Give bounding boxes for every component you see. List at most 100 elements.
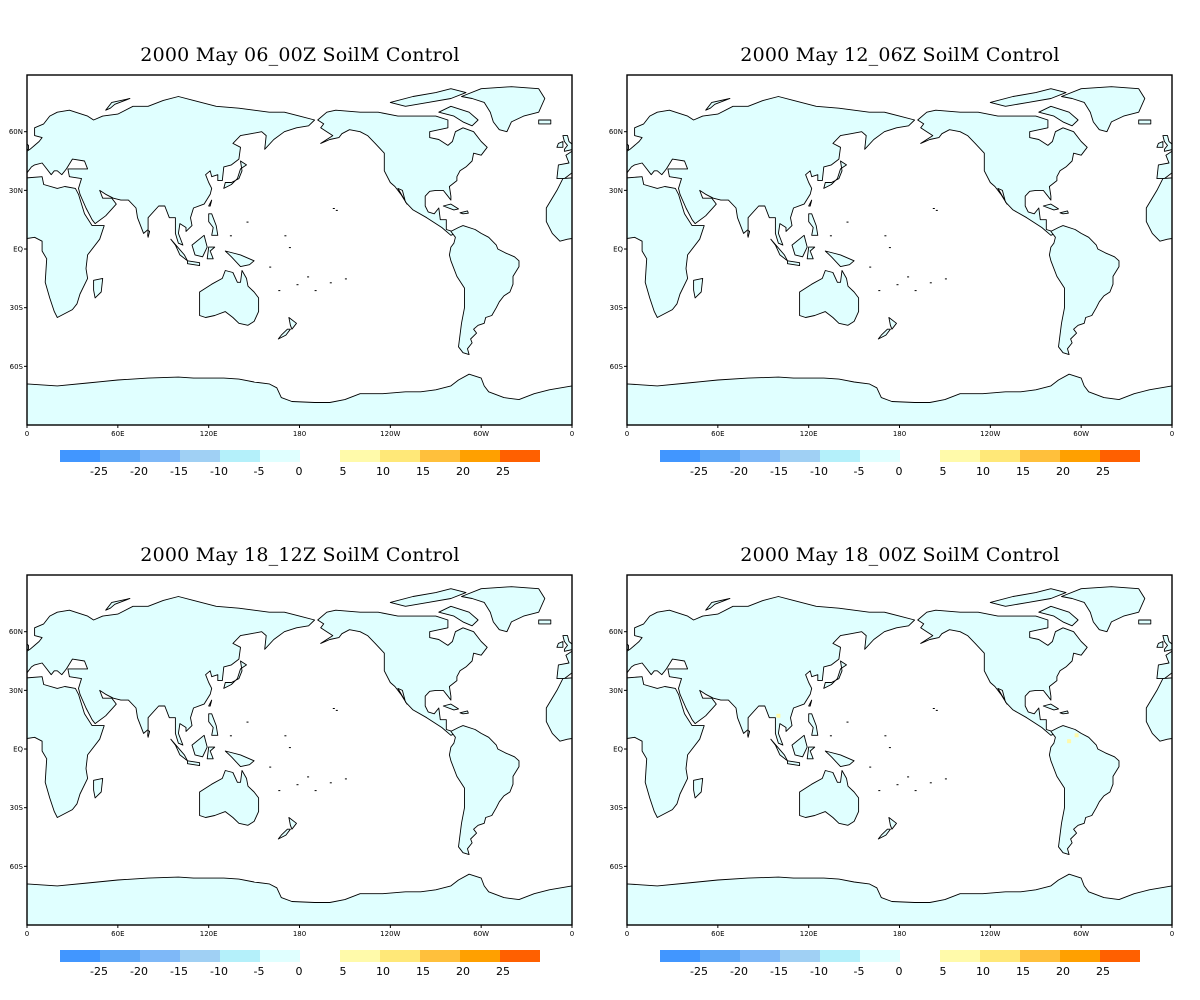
land-hispaniola (1059, 710, 1069, 715)
colorbar-label: 25 (1096, 965, 1110, 978)
land-nz_n (288, 817, 297, 830)
land-southamerica (448, 225, 520, 356)
anomaly-spot (1067, 739, 1072, 744)
land-eurasia (627, 96, 916, 246)
colorbar-label: 25 (496, 965, 510, 978)
x-tick-label: 120W (380, 930, 400, 938)
y-tick-label: 30S (610, 804, 624, 812)
x-tick-label: 180 (293, 930, 306, 938)
land-japan (823, 660, 847, 689)
land-antarctica (27, 873, 572, 925)
land-greenland (1061, 586, 1146, 633)
island (829, 235, 832, 237)
island (314, 290, 317, 292)
land-greenland (1061, 86, 1146, 133)
land-nz_s (277, 828, 291, 840)
colorbar-label: 10 (976, 965, 990, 978)
y-tick-label: 60N (9, 628, 23, 636)
land-nz_s (877, 828, 891, 840)
land-baffin (438, 605, 479, 627)
land-sulawesi (806, 246, 816, 260)
land-newguinea (224, 250, 255, 268)
y-tick-label: 60N (9, 128, 23, 136)
island (278, 290, 281, 292)
colorbar-label: -25 (690, 965, 708, 978)
colorbar-label: -20 (730, 465, 748, 478)
land-novaya (105, 98, 131, 111)
colorbar-swatch (780, 450, 820, 462)
land-java (187, 760, 201, 767)
map-plot: 0 60E 120E 180 120W 60W 0 60N 30N EQ 30S 60S -25 -20 -… (609, 574, 1174, 978)
colorbar-swatch (260, 950, 300, 962)
y-tick-label: EQ (613, 746, 623, 754)
colorbar-label: -25 (90, 465, 108, 478)
anomaly-spot (1074, 733, 1079, 738)
land-madagascar (93, 277, 104, 299)
colorbar-swatch (940, 950, 980, 962)
colorbar-swatch (860, 450, 900, 462)
land-southamerica (1048, 725, 1120, 856)
land-srilanka (147, 229, 151, 238)
island (907, 276, 910, 278)
island (944, 778, 947, 780)
colorbar-swatch (180, 950, 220, 962)
land-java (787, 260, 801, 267)
island (329, 782, 332, 784)
colorbar-swatch (460, 950, 500, 962)
colorbar-swatch (140, 450, 180, 462)
colorbar-label: 10 (376, 465, 390, 478)
land-africa (627, 676, 705, 818)
land-ireland (12, 642, 18, 648)
colorbar-label: -10 (210, 965, 228, 978)
island (288, 747, 291, 749)
land-baffin (1038, 605, 1079, 627)
colorbar-label: -20 (130, 465, 148, 478)
land-srilanka (747, 729, 751, 738)
colorbar-label: -5 (254, 965, 265, 978)
land-baffin (1038, 105, 1079, 127)
colorbar-swatch (460, 450, 500, 462)
colorbar-label: -5 (254, 465, 265, 478)
land-northamerica (317, 609, 488, 736)
land-eurasia (556, 150, 572, 180)
island (344, 778, 347, 780)
island (878, 290, 881, 292)
y-tick-label: 60S (10, 363, 24, 371)
colorbar-label: 20 (1056, 965, 1070, 978)
land-japan (223, 660, 247, 689)
land-newguinea (824, 250, 855, 268)
land-borneo (791, 234, 808, 258)
x-tick-label: 180 (893, 930, 906, 938)
x-tick-label: 120W (980, 930, 1000, 938)
map-panel-1: 2000 May 06_00Z SoilM Control 0 60E 120E 18… (0, 0, 600, 500)
land-southamerica (448, 725, 520, 856)
colorbar-swatch (220, 950, 260, 962)
island (288, 247, 291, 249)
land-madagascar (693, 277, 704, 299)
colorbar-label: 25 (496, 465, 510, 478)
land-taiwan (808, 199, 813, 207)
land-africa (1145, 677, 1172, 742)
colorbar-swatch (980, 450, 1020, 462)
land-uk (562, 135, 572, 152)
colorbar-swatch (380, 950, 420, 962)
colorbar-label: 15 (416, 465, 430, 478)
x-tick-label: 60W (473, 930, 489, 938)
island (296, 784, 299, 786)
land-southamerica (1048, 225, 1120, 356)
y-tick-label: 30N (609, 687, 623, 695)
map-plot: 0 60E 120E 180 120W 60W 0 60N 30N EQ 30S 60S -25 -20 -… (609, 74, 1174, 478)
colorbar-label: -20 (130, 965, 148, 978)
y-tick-label: EQ (613, 246, 623, 254)
island (935, 209, 938, 211)
colorbar-label: -5 (854, 965, 865, 978)
land-ireland (1156, 141, 1164, 148)
x-tick-label: 0 (25, 930, 29, 938)
x-tick-label: 0 (1170, 430, 1174, 438)
colorbar-swatch (260, 450, 300, 462)
island (878, 790, 881, 792)
island (296, 284, 299, 286)
colorbar-label: -15 (170, 465, 188, 478)
x-tick-label: 0 (625, 430, 629, 438)
